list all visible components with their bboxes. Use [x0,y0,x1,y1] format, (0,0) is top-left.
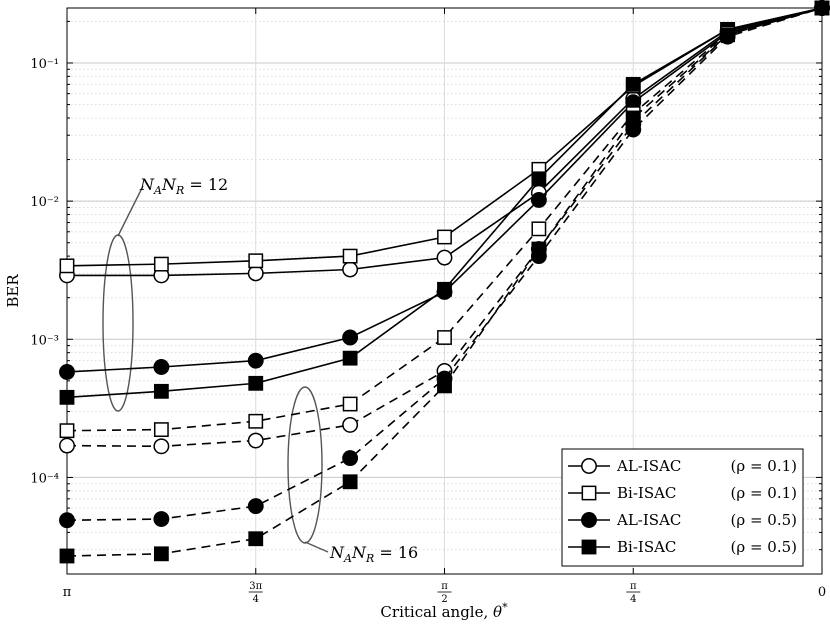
data-point [530,191,547,208]
data-point [59,512,75,529]
y-axis-label: BER [4,274,22,308]
legend-item: Bi-ISAC (ρ = 0.5) [568,538,797,556]
data-point [436,249,453,266]
x-axis-label: Critical angle, θ* [380,601,508,621]
axis-ticks: 10⁻⁴ 10⁻³ 10⁻² 10⁻¹ π 3π 4 π 2 π 4 0 [30,8,826,605]
series-line [66,7,823,432]
data-point [59,437,75,454]
data-point [342,450,359,467]
data-point [342,248,358,264]
data-point [342,474,358,490]
data-point [247,498,264,515]
data-point [531,221,547,237]
series-8 [59,0,830,564]
data-point [59,364,75,380]
x-tick-label: π [63,585,72,600]
data-point [153,511,170,527]
data-point [248,375,264,391]
legend-marker [581,539,597,555]
legend-label: Bi-ISAC [617,484,676,502]
legend-param: (ρ = 0.5) [731,511,797,529]
legend-item: AL-ISAC (ρ = 0.1) [568,457,797,475]
data-point [153,383,169,399]
y-tick-label: 10⁻¹ [30,57,59,72]
data-point [59,258,75,274]
data-point [625,76,641,92]
data-point [342,329,359,346]
x-tick-label-numerator: π [630,581,637,592]
x-tick-label-denominator: 2 [441,594,447,605]
legend-item: AL-ISAC (ρ = 0.5) [568,511,797,529]
series-line [66,7,823,557]
data-point [437,330,452,345]
data-point [437,378,452,394]
data-point [342,396,358,412]
data-point [248,253,264,269]
x-tick-label-numerator: π [441,581,448,592]
annotation-pointer-16 [304,541,329,553]
annotation-ellipse-12 [102,234,134,412]
x-tick-label-denominator: 4 [630,594,636,605]
legend-marker [581,458,597,474]
data-point [531,241,547,257]
data-point [437,229,452,245]
data-point [342,350,358,366]
data-point [59,389,75,405]
data-point [625,110,641,126]
data-point [247,265,264,282]
data-point [153,546,169,562]
legend-label: AL-ISAC [616,457,681,475]
x-tick-label: 0 [818,585,826,600]
y-tick-label: 10⁻² [30,195,59,210]
data-point [342,416,359,433]
legend-param: (ρ = 0.1) [731,484,797,502]
data-point [247,432,264,449]
annotation-pointer-12 [117,185,144,237]
data-point [531,171,547,187]
legend: AL-ISAC (ρ = 0.1) Bi-ISAC (ρ = 0.1) AL-ISAC (… [561,448,804,567]
legend-label: Bi-ISAC [617,538,676,556]
data-point [248,413,264,429]
data-point [247,352,264,369]
legend-label: AL-ISAC [616,511,681,529]
data-point [153,438,170,455]
data-point [342,261,359,278]
legend-param: (ρ = 0.1) [731,457,797,475]
annotation-label-16: NANR = 16 [329,543,418,565]
data-point [720,27,736,43]
data-point [153,422,169,437]
legend-marker [581,512,597,528]
data-point [153,359,170,375]
data-point [437,281,452,297]
data-point [814,0,830,16]
x-tick-label-denominator: 4 [253,594,259,605]
data-point [59,423,75,439]
series [59,0,830,564]
legend-item: Bi-ISAC (ρ = 0.1) [568,484,797,502]
data-point [59,548,75,564]
annotation-label-12: NANR = 12 [139,175,228,197]
x-tick-label-numerator: 3π [249,581,262,592]
data-point [153,256,169,272]
legend-param: (ρ = 0.5) [731,538,797,556]
series-line [66,7,823,522]
y-tick-label: 10⁻³ [30,333,59,348]
annotations: NANR = 12 NANR = 16 [102,175,418,565]
y-tick-label: 10⁻⁴ [30,471,59,486]
legend-marker [581,485,597,501]
annotation-ellipse-16 [287,386,323,544]
data-point [248,531,264,547]
